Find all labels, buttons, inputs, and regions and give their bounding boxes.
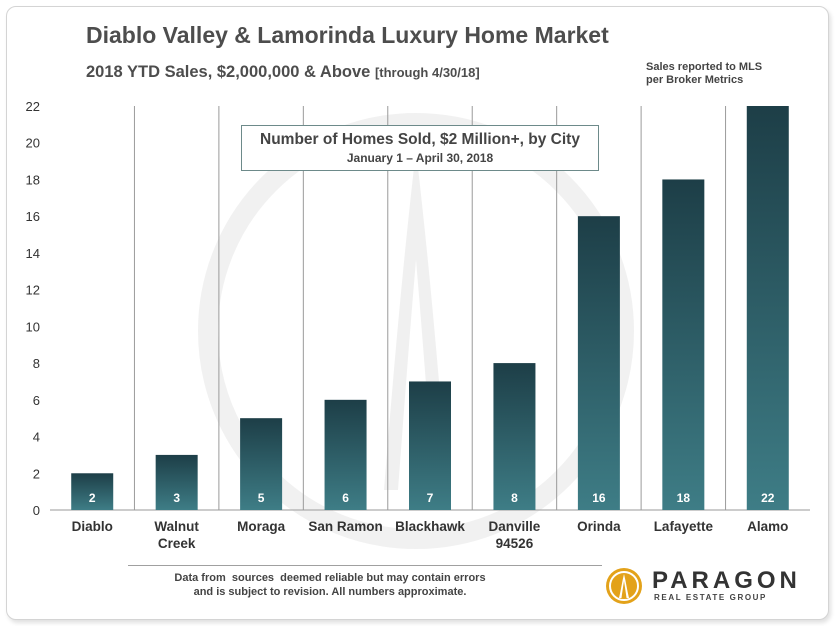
bar-data-label: 22 (761, 491, 775, 505)
bar (662, 179, 705, 511)
y-tick-label: 14 (26, 246, 40, 261)
y-tick-label: 6 (33, 393, 40, 408)
footnote-line-1: Data from sources deemed reliable but ma… (174, 572, 486, 584)
y-tick-label: 8 (33, 356, 40, 371)
footnote-divider (128, 565, 602, 566)
page-subtitle: 2018 YTD Sales, $2,000,000 & Above [thro… (86, 63, 480, 82)
x-tick-label: Lafayette (654, 519, 714, 534)
subtitle-suffix: [through 4/30/18] (374, 65, 480, 80)
bar-data-label: 2 (89, 491, 96, 505)
bar (746, 106, 789, 510)
x-tick-label: Moraga (237, 519, 286, 534)
subtitle-main: 2018 YTD Sales, $2,000,000 & Above (86, 63, 371, 81)
bar-data-label: 6 (342, 491, 349, 505)
logo-tagline: REAL ESTATE GROUP (654, 593, 767, 602)
chart-caption-title: Number of Homes Sold, $2 Million+, by Ci… (260, 131, 580, 148)
bar-data-label: 3 (173, 491, 180, 505)
source-note-line-2: per Broker Metrics (646, 74, 744, 86)
y-axis: 0 2 4 6 8 10 12 14 16 18 20 22 (26, 99, 40, 518)
x-tick-label: Creek (158, 536, 196, 551)
y-tick-label: 20 (26, 136, 40, 151)
x-axis-labels: Diablo Walnut Creek Moraga San Ramon Blackhaw… (72, 519, 789, 551)
y-tick-label: 4 (33, 430, 40, 445)
bar (577, 216, 620, 510)
page-title: Diablo Valley & Lamorinda Luxury Home Ma… (86, 22, 609, 48)
x-tick-label: 94526 (496, 536, 534, 551)
y-tick-label: 22 (26, 99, 40, 114)
bar (71, 473, 114, 510)
y-tick-label: 18 (26, 172, 40, 187)
chart-caption-box: Number of Homes Sold, $2 Million+, by Ci… (241, 125, 599, 171)
bar (324, 399, 367, 510)
source-note: Sales reported to MLS per Broker Metrics (646, 61, 762, 87)
source-note-line-1: Sales reported to MLS (646, 61, 763, 73)
bar-data-label: 5 (258, 491, 265, 505)
y-tick-label: 16 (26, 209, 40, 224)
x-tick-label: Blackhawk (395, 519, 465, 534)
bar-data-label: 16 (592, 491, 606, 505)
x-tick-label: Alamo (747, 519, 788, 534)
bar (240, 418, 283, 510)
x-tick-label: San Ramon (308, 519, 382, 534)
bar (493, 363, 536, 510)
paragon-logo-icon (606, 568, 642, 604)
paragon-logo: PARAGON REAL ESTATE GROUP (604, 566, 804, 606)
x-tick-label: Walnut (154, 519, 199, 534)
bar-data-label: 7 (427, 491, 434, 505)
x-tick-label: Orinda (577, 519, 621, 534)
footnote-line-2: and is subject to revision. All numbers … (193, 586, 467, 598)
bar-data-label: 18 (677, 491, 691, 505)
footnote: Data from sources deemed reliable but ma… (150, 571, 510, 599)
bar (155, 454, 198, 510)
bar (409, 381, 451, 510)
y-tick-label: 2 (33, 466, 40, 481)
bars: 2 3 5 6 7 8 16 18 22 (71, 106, 789, 511)
y-tick-label: 12 (26, 283, 40, 298)
x-tick-label: Danville (489, 519, 541, 534)
bar-data-label: 8 (511, 491, 518, 505)
y-tick-label: 0 (33, 503, 40, 518)
y-tick-label: 10 (26, 319, 40, 334)
logo-wordmark: PARAGON (652, 567, 801, 594)
chart-caption-subtitle: January 1 – April 30, 2018 (346, 151, 494, 165)
x-tick-label: Diablo (72, 519, 113, 534)
